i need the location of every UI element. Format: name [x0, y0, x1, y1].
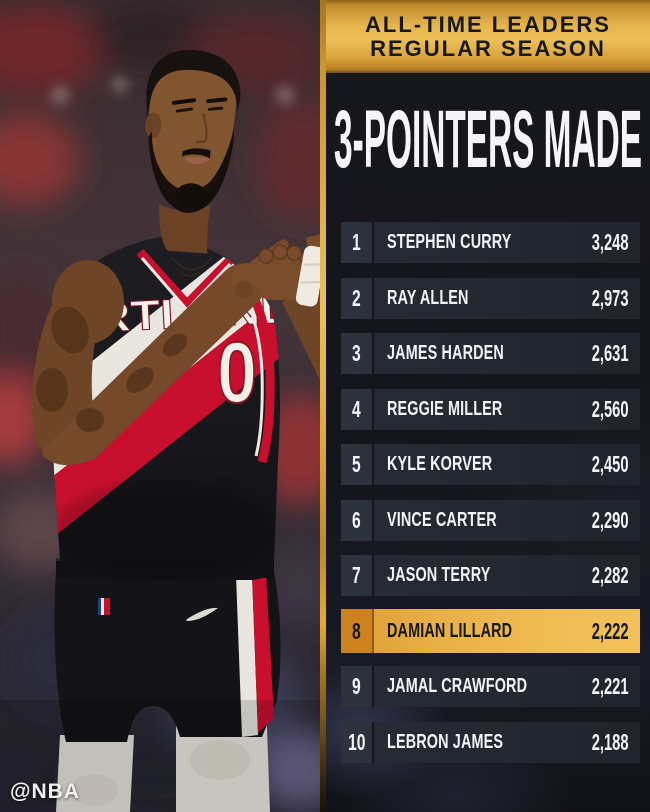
jersey-number: 0 [217, 325, 257, 421]
stat-value: 2,290 [592, 507, 629, 533]
value-cell: 2,290 [571, 500, 640, 541]
player-name: VINCE CARTER [387, 509, 497, 531]
player-name: LEBRON JAMES [387, 731, 504, 753]
player-name-cell: REGGIE MILLER [374, 389, 571, 430]
rank-number: 5 [352, 451, 361, 477]
rank-cell: 1 [341, 222, 374, 263]
value-cell: 2,222 [571, 609, 640, 653]
table-row: 7 JASON TERRY 2,282 [341, 555, 640, 596]
value-cell: 3,248 [571, 222, 640, 263]
rank-number: 9 [352, 673, 361, 699]
value-cell: 2,221 [571, 666, 640, 707]
stat-value: 2,188 [592, 729, 629, 755]
wrist-arm [256, 234, 320, 380]
stat-value: 2,282 [592, 562, 629, 588]
player-name-cell: JAMES HARDEN [374, 333, 571, 374]
rank-cell: 4 [341, 389, 374, 430]
rank-cell: 8 [341, 609, 374, 653]
rank-number: 10 [347, 729, 366, 755]
player-name: REGGIE MILLER [387, 398, 503, 420]
rank-cell: 10 [341, 722, 374, 763]
player-name-cell: LEBRON JAMES [374, 722, 571, 763]
rank-number: 7 [352, 562, 361, 588]
arm-tattoos [36, 306, 188, 432]
value-cell: 2,631 [571, 333, 640, 374]
table-row: 1 STEPHEN CURRY 3,248 [341, 222, 640, 263]
rank-cell: 6 [341, 500, 374, 541]
player-name: JAMES HARDEN [387, 342, 504, 364]
stat-value: 2,222 [592, 617, 629, 644]
stat-value: 2,631 [592, 340, 629, 366]
leaders-panel: ALL-TIME LEADERS REGULAR SEASON 3-POINTE… [326, 0, 650, 812]
banner-line-2: REGULAR SEASON [370, 35, 606, 61]
table-row: 6 VINCE CARTER 2,290 [341, 500, 640, 541]
hair [146, 50, 241, 117]
banner-line-1: ALL-TIME LEADERS [365, 11, 611, 37]
jersey-red-sash [52, 237, 281, 548]
rank-cell: 3 [341, 333, 374, 374]
shorts-white-stripe [236, 575, 258, 737]
table-row: 3 JAMES HARDEN 2,631 [341, 333, 640, 374]
table-row: 9 JAMAL CRAWFORD 2,221 [341, 666, 640, 707]
nike-swoosh-icon [186, 607, 218, 621]
value-cell: 2,282 [571, 555, 640, 596]
table-row-highlighted: 8 DAMIAN LILLARD 2,222 [341, 609, 640, 653]
player-name-cell: VINCE CARTER [374, 500, 571, 541]
player-name: KYLE KORVER [387, 453, 493, 475]
rank-number: 4 [352, 396, 361, 422]
table-row: 2 RAY ALLEN 2,973 [341, 278, 640, 319]
player-figure: RTLAND 0 6 [32, 50, 320, 812]
nba-watermark: @NBA [10, 780, 80, 803]
rank-number: 2 [352, 285, 361, 311]
stat-value: 2,221 [592, 673, 629, 699]
pointing-arm [32, 239, 300, 466]
rank-cell: 2 [341, 278, 374, 319]
player-name-cell: JAMAL CRAWFORD [374, 666, 571, 707]
player-photo: RTLAND 0 6 [0, 0, 320, 812]
stat-value: 2,450 [592, 451, 629, 477]
rank-number: 1 [352, 229, 361, 255]
rank-cell: 7 [341, 555, 374, 596]
value-cell: 2,450 [571, 444, 640, 485]
nba-logo-icon [98, 598, 110, 615]
table-row: 5 KYLE KORVER 2,450 [341, 444, 640, 485]
table-row: 4 REGGIE MILLER 2,560 [341, 389, 640, 430]
rank-number: 6 [352, 507, 361, 533]
player-name-cell: STEPHEN CURRY [374, 222, 571, 263]
value-cell: 2,560 [571, 389, 640, 430]
player-name: RAY ALLEN [387, 287, 469, 309]
player-name: JAMAL CRAWFORD [387, 675, 528, 697]
stat-value: 3,248 [592, 229, 629, 255]
gold-divider-strip [320, 0, 326, 812]
title-text: 3-POINTERS MADE [334, 94, 642, 185]
collar-trim [136, 248, 236, 311]
stat-value: 2,973 [592, 285, 629, 311]
player-name: DAMIAN LILLARD [387, 619, 513, 642]
player-name-cell: DAMIAN LILLARD [374, 609, 571, 653]
header-banner: ALL-TIME LEADERS REGULAR SEASON [326, 0, 650, 73]
shorts-red-stripe [252, 575, 274, 733]
player-name-cell: RAY ALLEN [374, 278, 571, 319]
player-name: STEPHEN CURRY [387, 231, 512, 253]
beard [148, 129, 235, 213]
value-cell: 2,188 [571, 722, 640, 763]
rank-number: 8 [352, 617, 361, 644]
rank-number: 3 [352, 340, 361, 366]
panel-title: 3-POINTERS MADE [334, 94, 642, 185]
player-name: JASON TERRY [387, 564, 491, 586]
rank-cell: 9 [341, 666, 374, 707]
table-row: 10 LEBRON JAMES 2,188 [341, 722, 640, 763]
neck-tattoos [171, 257, 213, 277]
player-head [145, 50, 241, 254]
player-name-cell: KYLE KORVER [374, 444, 571, 485]
wrist-tape [295, 245, 320, 307]
player-name-cell: JASON TERRY [374, 555, 571, 596]
stat-value: 2,560 [592, 396, 629, 422]
rank-cell: 5 [341, 444, 374, 485]
value-cell: 2,973 [571, 278, 640, 319]
